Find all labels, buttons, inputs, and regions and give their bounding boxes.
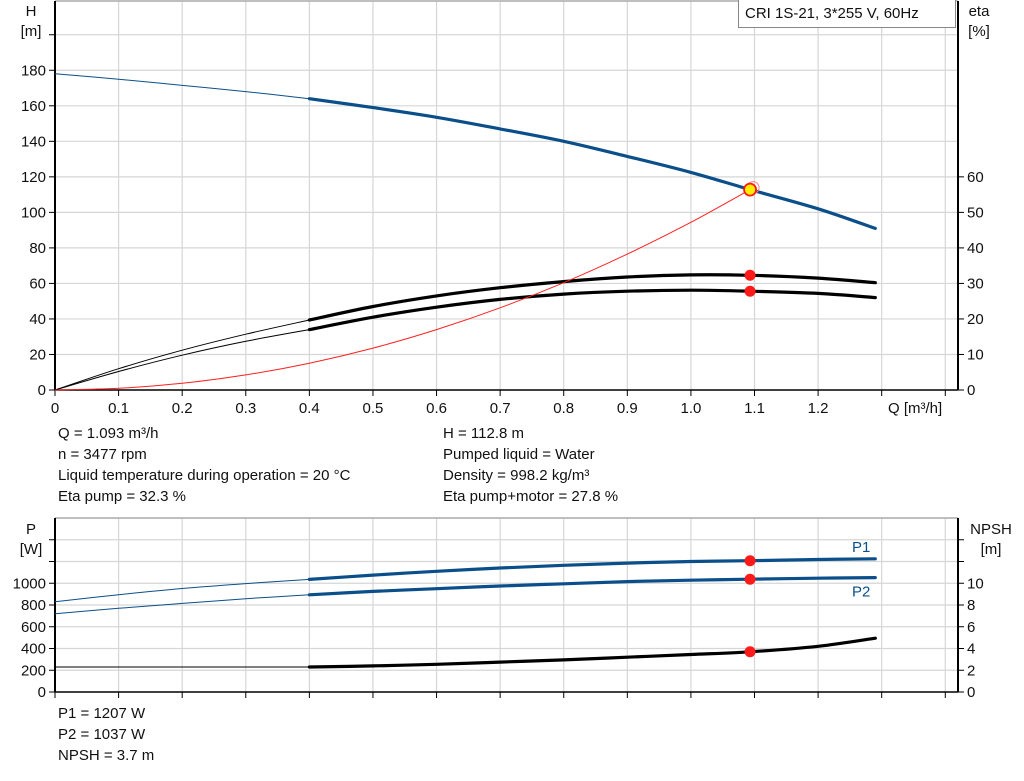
qh-right-axis-unit: [%] [968, 23, 990, 40]
curve-P1-extrapolated [54, 578, 310, 603]
x-tick-label: 0.5 [363, 400, 384, 417]
duty-point-head [743, 182, 757, 197]
duty-point-npsh [744, 646, 756, 658]
curve-system_curve [54, 189, 751, 391]
x-tick-label: 0.8 [553, 400, 574, 417]
curve-eta_pump_motor [307, 288, 877, 332]
curve-eta_pump_motor-extrapolated [54, 329, 310, 391]
power-right-axis-title: NPSH [970, 521, 1012, 538]
qh-right-tick-label: 60 [967, 169, 984, 186]
duty-point-p1 [744, 555, 756, 567]
qh-left-tick-label: 40 [29, 311, 46, 328]
chart-legend-title: CRI 1S-21, 3*255 V, 60Hz [738, 0, 956, 28]
power-left-tick-label: 0 [38, 684, 46, 701]
qh-left-tick-label: 140 [21, 133, 46, 150]
power-right-tick-label: 6 [967, 619, 975, 636]
x-tick-label: 0.9 [617, 400, 638, 417]
qh-left-tick-label: 100 [21, 204, 46, 221]
duty-info-right: H = 112.8 m Pumped liquid = Water Densit… [443, 423, 618, 507]
x-axis-title: Q [m³/h] [888, 400, 942, 417]
duty-point-eta-pump-motor [744, 285, 756, 297]
x-tick-label: 1.2 [808, 400, 829, 417]
power-right-tick-label: 8 [967, 597, 975, 614]
power-left-tick-label: 200 [21, 662, 46, 679]
power-right-axis-unit: [m] [981, 541, 1002, 558]
duty-point-eta-pump [744, 269, 756, 281]
curve-H-extrapolated [54, 73, 310, 100]
info-speed: n = 3477 rpm [58, 446, 147, 463]
info-flow: Q = 1.093 m³/h [58, 425, 159, 442]
duty-info-left: Q = 1.093 m³/h n = 3477 rpm Liquid tempe… [58, 423, 350, 507]
qh-left-tick-label: 20 [29, 346, 46, 363]
curve-NPSH [307, 636, 877, 669]
power-right-tick-label: 2 [967, 662, 975, 679]
info-density: Density = 998.2 kg/m³ [443, 467, 590, 484]
duty-point-p2 [744, 573, 756, 585]
x-tick-label: 1.1 [744, 400, 765, 417]
qh-right-axis-title: eta [969, 3, 991, 20]
qh-right-tick-label: 10 [967, 346, 984, 363]
info-p1: P1 = 1207 W [58, 705, 146, 722]
qh-left-axis-unit: [m] [21, 23, 42, 40]
qh-left-axis-title: H [26, 3, 37, 20]
qh-left-tick-label: 80 [29, 240, 46, 257]
qh-left-tick-label: 120 [21, 169, 46, 186]
curve-H [307, 97, 877, 230]
curve-P2 [307, 576, 877, 597]
info-temperature: Liquid temperature during operation = 20… [58, 467, 351, 484]
x-tick-label: 0.4 [299, 400, 320, 417]
power-right-tick-label: 4 [967, 641, 975, 658]
curve-eta_pump [307, 273, 877, 322]
power-left-tick-label: 1000 [13, 575, 46, 592]
x-tick-label: 1.0 [680, 400, 701, 417]
power-left-tick-label: 600 [21, 619, 46, 636]
qh-right-tick-label: 40 [967, 240, 984, 257]
qh-right-tick-label: 20 [967, 311, 984, 328]
power-left-tick-label: 400 [21, 641, 46, 658]
qh-left-tick-label: 0 [38, 382, 46, 399]
label-P2: P2 [852, 584, 870, 601]
info-eta-pump-motor: Eta pump+motor = 27.8 % [443, 488, 619, 505]
power-left-tick-label: 800 [21, 597, 46, 614]
qh-right-tick-label: 50 [967, 204, 984, 221]
info-eta-pump: Eta pump = 32.3 % [58, 488, 186, 505]
x-tick-label: 0.6 [426, 400, 447, 417]
qh-left-tick-label: 160 [21, 98, 46, 115]
info-npsh: NPSH = 3.7 m [58, 747, 155, 764]
label-P1: P1 [852, 539, 870, 556]
curve-P2-extrapolated [54, 594, 310, 615]
power-left-axis-unit: [W] [20, 541, 43, 558]
power-right-tick-label: 0 [967, 684, 975, 701]
x-tick-label: 0.3 [235, 400, 256, 417]
curve-P1 [307, 557, 877, 581]
info-head: H = 112.8 m [443, 425, 525, 442]
info-liquid: Pumped liquid = Water [443, 446, 595, 463]
info-p2: P2 = 1037 W [58, 726, 146, 743]
x-tick-label: 0.7 [490, 400, 511, 417]
x-tick-label: 0.1 [108, 400, 129, 417]
qh-right-tick-label: 0 [967, 382, 975, 399]
qh-left-tick-label: 60 [29, 275, 46, 292]
power-info: P1 = 1207 W P2 = 1037 W NPSH = 3.7 m [58, 703, 154, 766]
curve-eta_pump-extrapolated [54, 319, 310, 391]
x-tick-label: 0 [51, 400, 59, 417]
qh-left-tick-label: 180 [21, 62, 46, 79]
power-left-axis-title: P [26, 521, 36, 538]
qh-right-tick-label: 30 [967, 275, 984, 292]
x-tick-label: 0.2 [172, 400, 193, 417]
power-right-tick-label: 10 [967, 575, 984, 592]
